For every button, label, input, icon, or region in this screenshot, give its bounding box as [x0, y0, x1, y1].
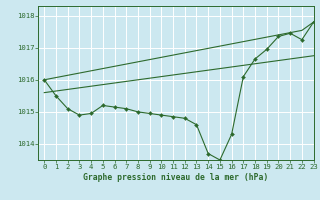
X-axis label: Graphe pression niveau de la mer (hPa): Graphe pression niveau de la mer (hPa) [84, 173, 268, 182]
